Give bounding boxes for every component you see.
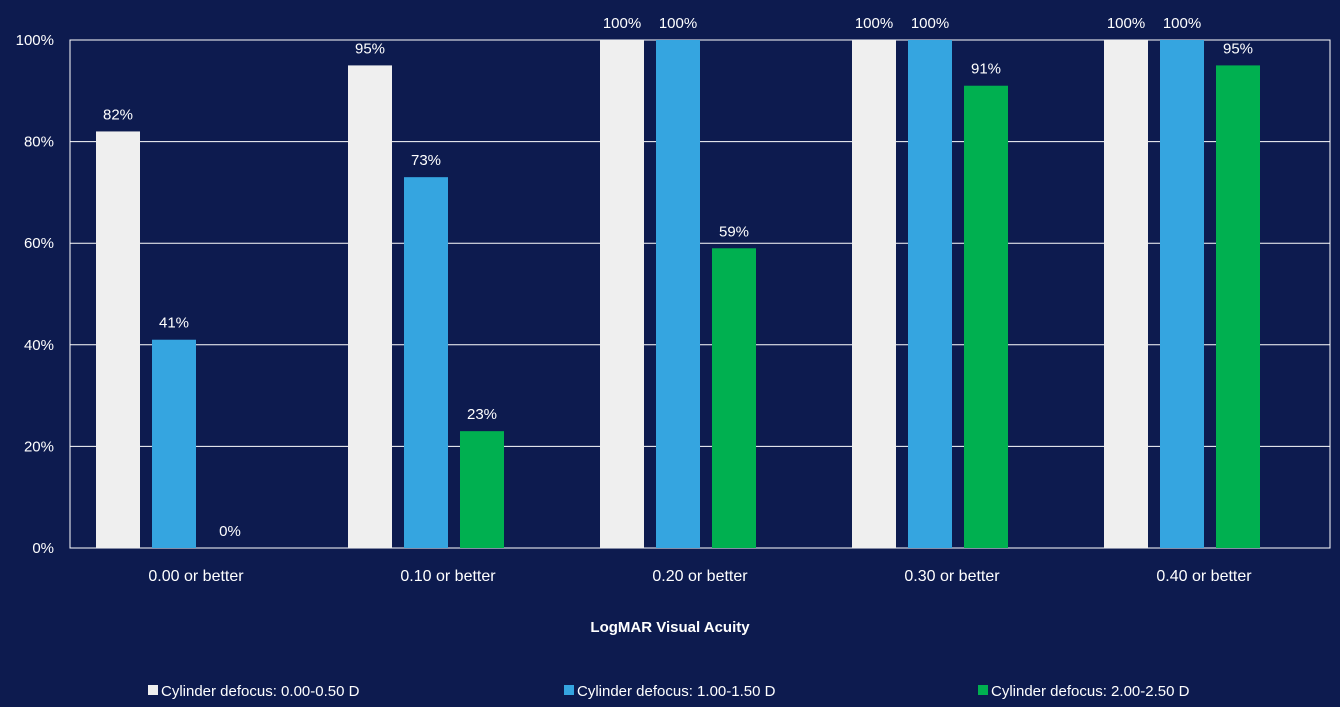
- y-tick-label: 20%: [24, 438, 54, 455]
- legend-label: Cylinder defocus: 1.00-1.50 D: [577, 683, 776, 700]
- y-axis-ticks: 0% 20% 40% 60% 80% 100%: [16, 32, 54, 557]
- legend: Cylinder defocus: 0.00-0.50 D Cylinder de…: [148, 683, 1190, 700]
- bar-value-label: 100%: [855, 15, 893, 32]
- bar: [1216, 65, 1260, 549]
- bar-value-label: 91%: [971, 61, 1001, 78]
- bars: [96, 40, 1260, 549]
- bar: [460, 431, 504, 548]
- x-category-label: 0.30 or better: [904, 568, 1000, 585]
- bar: [1160, 40, 1204, 548]
- bar-value-label: 0%: [219, 523, 241, 540]
- legend-swatch: [148, 685, 158, 695]
- bar: [908, 40, 952, 548]
- bar-value-label: 100%: [1163, 15, 1201, 32]
- x-axis-title: LogMAR Visual Acuity: [590, 619, 750, 636]
- bar: [404, 177, 448, 548]
- x-axis-categories: 0.00 or better 0.10 or better 0.20 or bett…: [148, 568, 1252, 585]
- bar-value-label: 82%: [103, 106, 133, 123]
- bar-value-label: 95%: [1223, 40, 1253, 57]
- bar: [656, 40, 700, 548]
- bar: [1104, 40, 1148, 548]
- x-category-label: 0.00 or better: [148, 568, 244, 585]
- bar-value-label: 100%: [1107, 15, 1145, 32]
- bar: [96, 131, 140, 548]
- y-tick-label: 40%: [24, 337, 54, 354]
- bar-value-label: 59%: [719, 223, 749, 240]
- y-tick-label: 100%: [16, 32, 54, 49]
- bar: [600, 40, 644, 548]
- bar: [152, 339, 196, 548]
- bar: [964, 85, 1008, 548]
- bar: [712, 248, 756, 548]
- bar: [852, 40, 896, 548]
- bar-value-label: 100%: [911, 15, 949, 32]
- legend-label: Cylinder defocus: 2.00-2.50 D: [991, 683, 1190, 700]
- y-tick-label: 80%: [24, 134, 54, 151]
- legend-swatch: [564, 685, 574, 695]
- y-tick-label: 60%: [24, 235, 54, 252]
- bar-value-label: 95%: [355, 40, 385, 57]
- bar-value-label: 100%: [603, 15, 641, 32]
- x-category-label: 0.10 or better: [400, 568, 496, 585]
- bar-value-label: 41%: [159, 315, 189, 332]
- legend-label: Cylinder defocus: 0.00-0.50 D: [161, 683, 360, 700]
- bar-value-label: 23%: [467, 406, 497, 423]
- data-labels: 82% 41% 0% 95% 73% 23% 100% 100% 59% 100% 100% 91% 1…: [103, 15, 1253, 540]
- x-category-label: 0.20 or better: [652, 568, 748, 585]
- bar-value-label: 73%: [411, 152, 441, 169]
- bar: [348, 65, 392, 549]
- x-category-label: 0.40 or better: [1156, 568, 1252, 585]
- bar-value-label: 100%: [659, 15, 697, 32]
- y-tick-label: 0%: [32, 540, 54, 557]
- legend-swatch: [978, 685, 988, 695]
